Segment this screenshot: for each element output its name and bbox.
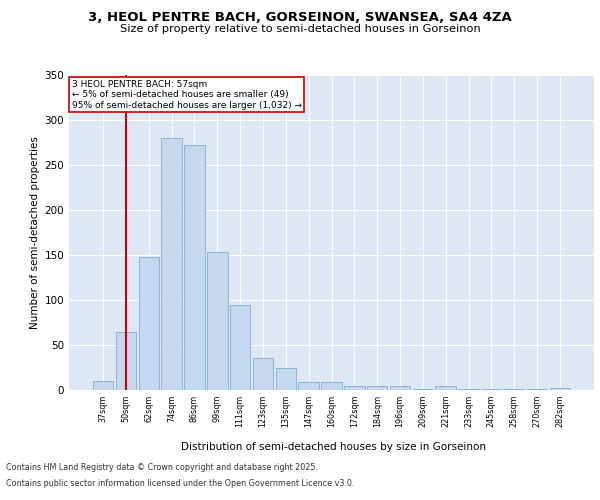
Bar xyxy=(321,382,342,390)
Bar xyxy=(550,388,570,390)
Y-axis label: Number of semi-detached properties: Number of semi-detached properties xyxy=(30,136,40,329)
Bar xyxy=(184,145,205,390)
Bar xyxy=(344,386,365,390)
Bar xyxy=(207,252,227,390)
Text: 3, HEOL PENTRE BACH, GORSEINON, SWANSEA, SA4 4ZA: 3, HEOL PENTRE BACH, GORSEINON, SWANSEA,… xyxy=(88,11,512,24)
Bar xyxy=(504,389,524,390)
Bar xyxy=(230,304,250,390)
Text: Contains HM Land Registry data © Crown copyright and database right 2025.: Contains HM Land Registry data © Crown c… xyxy=(6,464,318,472)
Bar xyxy=(413,389,433,390)
Bar xyxy=(367,386,388,390)
Bar xyxy=(458,389,479,390)
Bar xyxy=(298,382,319,390)
Bar xyxy=(93,381,113,390)
Bar xyxy=(275,368,296,390)
Bar xyxy=(436,386,456,390)
Text: Distribution of semi-detached houses by size in Gorseinon: Distribution of semi-detached houses by … xyxy=(181,442,485,452)
Bar xyxy=(116,332,136,390)
Text: 3 HEOL PENTRE BACH: 57sqm
← 5% of semi-detached houses are smaller (49)
95% of s: 3 HEOL PENTRE BACH: 57sqm ← 5% of semi-d… xyxy=(71,80,302,110)
Text: Contains public sector information licensed under the Open Government Licence v3: Contains public sector information licen… xyxy=(6,478,355,488)
Bar xyxy=(390,386,410,390)
Bar xyxy=(527,389,547,390)
Bar xyxy=(481,389,502,390)
Bar xyxy=(139,257,159,390)
Text: Size of property relative to semi-detached houses in Gorseinon: Size of property relative to semi-detach… xyxy=(119,24,481,34)
Bar xyxy=(253,358,273,390)
Bar xyxy=(161,138,182,390)
